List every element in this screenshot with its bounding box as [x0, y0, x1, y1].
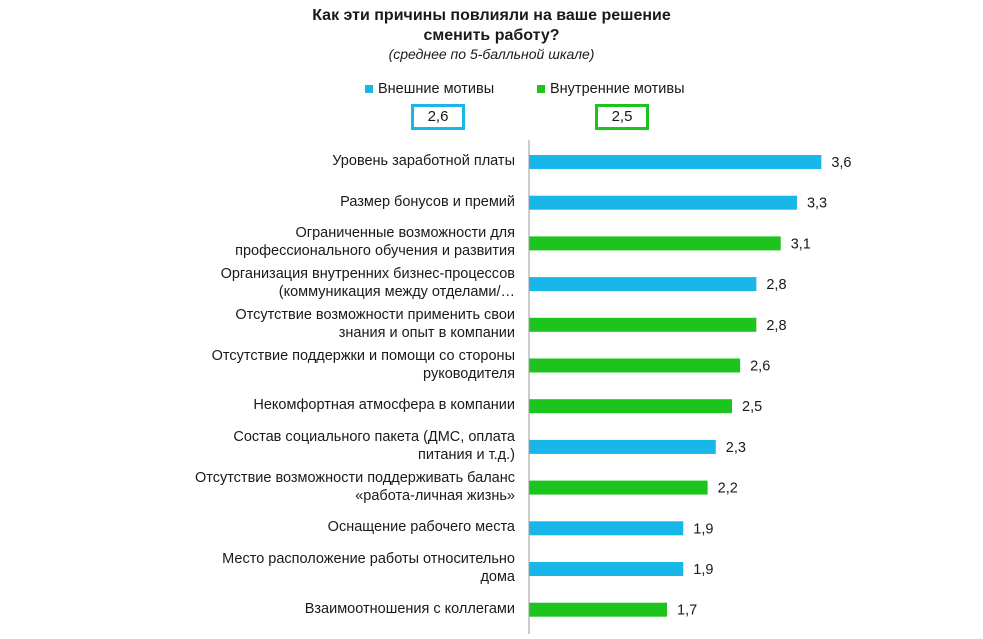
category-label-4-line-1: Организация внутренних бизнес-процессов: [220, 266, 515, 283]
average-box-external: 2,6: [411, 104, 465, 130]
bar-9: [529, 480, 708, 495]
chart-title: Как эти причины повлияли на ваше решение…: [0, 6, 983, 46]
bar-4: [529, 277, 757, 292]
category-label-12-line-1: Взаимоотношения с коллегами: [304, 600, 515, 617]
data-label-8: 2,3: [726, 440, 746, 456]
chart-title-line-2: сменить работу?: [423, 27, 560, 44]
category-label-8-line-1: Состав социального пакета (ДМС, оплата: [233, 428, 515, 445]
category-label-5: Отсутствие возможности применить свои зна…: [95, 306, 515, 342]
category-label-7-line-1: Некомфортная атмосфера в компании: [253, 397, 515, 414]
category-label-5-line-1: Отсутствие возможности применить свои: [235, 306, 515, 323]
category-label-11-line-2: дома: [480, 569, 515, 585]
legend-label-internal: Внутренние мотивы: [550, 81, 685, 97]
category-label-9-line-1: Отсутствие возможности поддерживать бала…: [194, 469, 515, 486]
bar-6: [529, 358, 741, 373]
data-label-5: 2,8: [766, 318, 786, 334]
category-label-6-line-1: Отсутствие поддержки и помощи со стороны: [211, 347, 515, 364]
category-label-3-line-2: профессионального обучения и развития: [235, 243, 515, 260]
bar-2: [529, 195, 797, 210]
data-label-11: 1,9: [693, 562, 713, 578]
category-label-5-line-2: знания и опыт в компании: [338, 324, 515, 341]
category-label-1-line-1: Уровень заработной платы: [332, 153, 515, 169]
category-label-2-line-1: Размер бонусов и премий: [340, 193, 515, 210]
average-value-internal: 2,5: [611, 108, 633, 125]
category-label-3: Ограниченные возможности для профессионал…: [95, 224, 515, 260]
legend-item-external: Внешние мотивы: [365, 80, 494, 98]
category-label-11-line-1: Место расположение работы относительно: [222, 551, 515, 567]
chart-title-line-1: Как эти причины повлияли на ваше решение: [312, 7, 671, 24]
average-box-internal: 2,5: [595, 104, 649, 130]
category-label-10-line-1: Оснащение рабочего места: [327, 519, 515, 536]
data-label-9: 2,2: [718, 481, 738, 497]
category-label-4: Организация внутренних бизнес-процессов(…: [95, 265, 515, 301]
bar-1: [529, 155, 822, 169]
category-label-6: Отсутствие поддержки и помощи со стороны…: [95, 347, 515, 383]
category-label-11: Место расположение работы относительно до…: [95, 550, 515, 586]
category-label-9: Отсутствие возможности поддерживать бала…: [95, 469, 515, 505]
category-label-12: Взаимоотношения с коллегами: [95, 600, 515, 618]
category-label-8-line-2: питания и т.д.): [418, 446, 515, 463]
legend-swatch-internal: [537, 85, 545, 93]
category-label-7: Некомфортная атмосфера в компании: [95, 396, 515, 414]
bar-10: [529, 521, 684, 536]
data-label-6: 2,6: [750, 359, 770, 375]
category-label-3-line-1: Ограниченные возможности для: [295, 225, 515, 242]
bar-12: [529, 602, 668, 617]
chart-subtitle: (среднее по 5-балльной шкале): [388, 46, 595, 62]
bar-5: [529, 317, 757, 332]
data-label-3: 3,1: [791, 236, 811, 252]
data-label-10: 1,9: [693, 521, 713, 537]
bar-3: [529, 236, 781, 251]
category-label-6-line-2: руководителя: [423, 365, 515, 382]
legend-swatch-external: [365, 85, 373, 93]
bar-11: [529, 562, 684, 576]
bar-8: [529, 439, 716, 454]
legend-item-internal: Внутренние мотивы: [537, 80, 685, 98]
data-label-4: 2,8: [766, 277, 786, 293]
category-label-1: Уровень заработной платы: [95, 152, 515, 170]
data-label-1: 3,6: [831, 155, 851, 171]
category-label-8: Состав социального пакета (ДМС, оплата пи…: [95, 428, 515, 464]
category-label-9-line-2: «работа-личная жизнь»: [355, 487, 515, 504]
average-value-external: 2,6: [427, 108, 449, 125]
data-label-12: 1,7: [677, 603, 697, 619]
data-label-2: 3,3: [807, 196, 827, 212]
data-label-7: 2,5: [742, 399, 762, 415]
legend-label-external: Внешние мотивы: [378, 81, 495, 97]
category-label-2: Размер бонусов и премий: [95, 193, 515, 211]
bar-7: [529, 399, 732, 414]
category-label-4-line-2: (коммуникация между отделами/…: [278, 284, 515, 301]
category-label-10: Оснащение рабочего места: [95, 518, 515, 536]
